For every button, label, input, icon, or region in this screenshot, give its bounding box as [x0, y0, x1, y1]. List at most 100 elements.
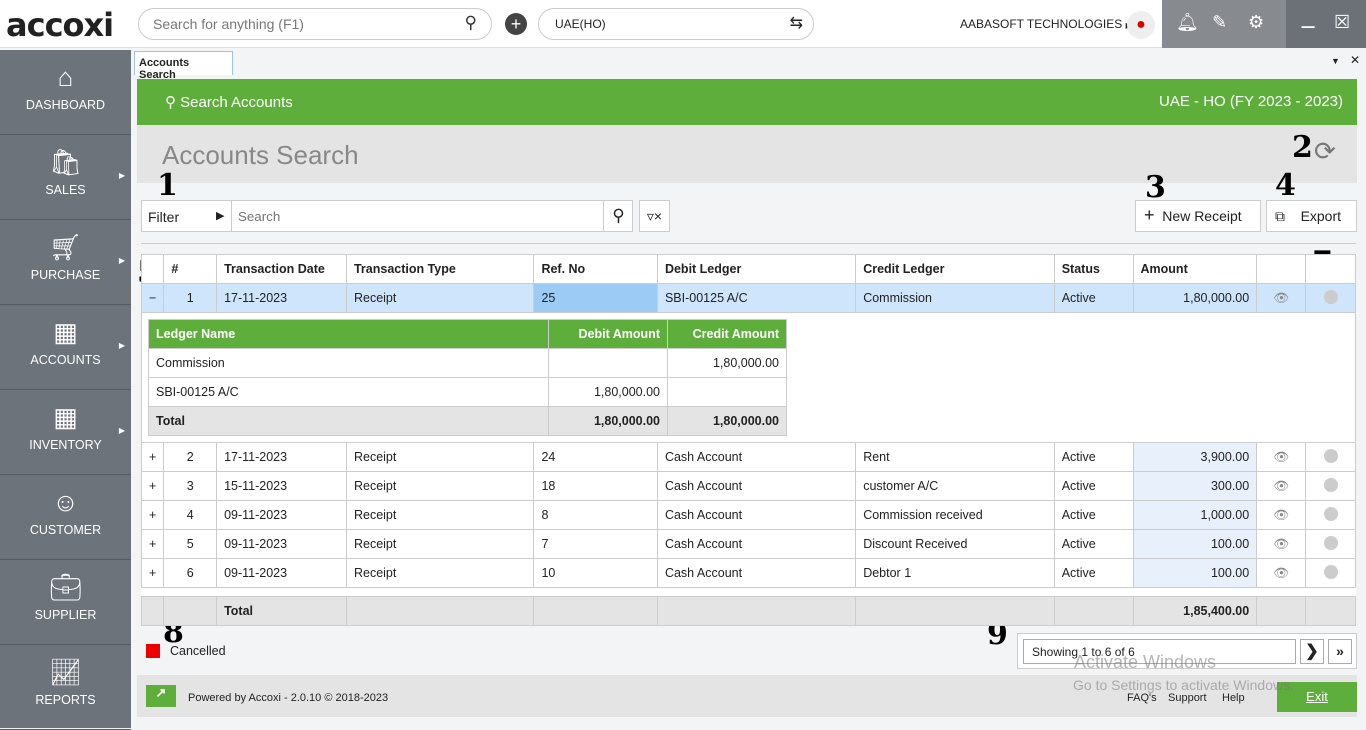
next-page-icon[interactable]: ❯: [1300, 639, 1324, 664]
col-debit[interactable]: Debit Ledger: [656, 254, 857, 284]
eye-icon[interactable]: 👁︎: [1256, 558, 1307, 588]
table-row[interactable]: + 5 09-11-2023 Receipt 7 Cash Account Disco…: [140, 529, 1356, 559]
menu-icon[interactable]: [1305, 500, 1356, 530]
amount: 300.00: [1132, 471, 1258, 501]
table-row[interactable]: − 1 17-11-2023 Receipt 25 SBI-00125 A/C Com…: [140, 283, 1356, 313]
bell-icon[interactable]: 🔔︎: [1176, 12, 1199, 32]
eye-icon[interactable]: 👁︎: [1256, 442, 1307, 472]
menu-icon[interactable]: [1305, 442, 1356, 472]
gear-icon[interactable]: ⚙: [1248, 12, 1265, 32]
header-bar: ⚲ Search Accounts UAE - HO (FY 2023 - 20…: [137, 79, 1357, 125]
search-accounts-label: Search Accounts: [180, 94, 293, 111]
col-status[interactable]: Status: [1053, 254, 1134, 284]
filter-dropdown[interactable]: Filter ▶: [148, 209, 224, 225]
sidebar-item-accounts[interactable]: ▦ ACCOUNTS ▶: [0, 305, 131, 390]
status: Active: [1053, 500, 1134, 530]
tab-dropdown-icon[interactable]: ▼: [1331, 56, 1340, 66]
sidebar-item-purchase[interactable]: 🛒︎ PURCHASE ▶: [0, 220, 131, 305]
ledger-row: Commission 1,80,000.00: [148, 348, 787, 378]
amount: 100.00: [1132, 558, 1258, 588]
cancelled-legend: Cancelled: [170, 644, 226, 658]
close-window-icon[interactable]: ☒: [1334, 12, 1351, 32]
sidebar-item-dashboard[interactable]: ⌂ DASHBOARD: [0, 50, 131, 135]
help-link[interactable]: Help: [1222, 692, 1245, 704]
expand-icon[interactable]: +: [140, 442, 165, 472]
total-credit: 1,80,000.00: [667, 406, 787, 436]
menu-icon[interactable]: [1305, 471, 1356, 501]
blank: [140, 596, 165, 626]
table-row[interactable]: + 4 09-11-2023 Receipt 8 Cash Account Commi…: [140, 500, 1356, 530]
menu-icon[interactable]: [1305, 529, 1356, 559]
company-menu[interactable]: AABASOFT TECHNOLOGIES ▶: [960, 17, 1132, 31]
eye-icon[interactable]: 👁︎: [1256, 471, 1307, 501]
search-icon[interactable]: ⚲: [464, 13, 477, 32]
search-accounts-link[interactable]: ⚲ Search Accounts: [165, 93, 293, 111]
ref-no: 18: [533, 471, 658, 501]
user-icon: ☺: [52, 487, 79, 517]
menu-icon[interactable]: [1305, 558, 1356, 588]
sidebar-label: ACCOUNTS: [30, 353, 101, 367]
sidebar-item-inventory[interactable]: ▦ INVENTORY ▶: [0, 390, 131, 475]
eye-icon[interactable]: 👁︎: [1256, 500, 1307, 530]
collapse-icon[interactable]: −: [140, 283, 165, 313]
eye-icon[interactable]: 👁︎: [1256, 283, 1307, 313]
amount: 1,80,000.00: [1132, 283, 1258, 313]
message-icon[interactable]: ✎: [1212, 12, 1228, 32]
clear-filter-icon[interactable]: ▿×: [639, 200, 670, 232]
col-amount[interactable]: Amount: [1132, 254, 1258, 284]
close-tab-icon[interactable]: ✕: [1350, 53, 1361, 67]
search-input[interactable]: [231, 201, 603, 231]
sidebar-item-sales[interactable]: 🛍︎ SALES ▶: [0, 135, 131, 220]
faq-link[interactable]: FAQ's: [1127, 692, 1157, 704]
sidebar-label: INVENTORY: [29, 438, 102, 452]
branch-name: UAE(HO): [555, 17, 606, 31]
sidebar-item-reports[interactable]: 📈︎ REPORTS: [0, 645, 131, 730]
user-avatar[interactable]: ●: [1127, 11, 1155, 39]
support-link[interactable]: Support: [1168, 692, 1207, 704]
sidebar-item-customer[interactable]: ☺ CUSTOMER: [0, 475, 131, 560]
status: Active: [1053, 283, 1134, 313]
grand-total: 1,85,400.00: [1132, 596, 1258, 626]
eye-icon[interactable]: 👁︎: [1256, 529, 1307, 559]
sidebar-label: SALES: [45, 183, 86, 197]
col-number[interactable]: #: [163, 254, 218, 284]
page-title: Accounts Search: [162, 140, 359, 170]
menu-icon[interactable]: [1305, 283, 1356, 313]
col-view: [1256, 254, 1307, 284]
sidebar-item-supplier[interactable]: 💼︎ SUPPLIER: [0, 560, 131, 645]
col-ref[interactable]: Ref. No: [533, 254, 658, 284]
row-number: 2: [163, 442, 218, 472]
add-icon[interactable]: +: [505, 13, 527, 35]
last-page-icon[interactable]: »: [1328, 639, 1352, 664]
minimize-icon[interactable]: ⚊: [1300, 12, 1317, 32]
cart-icon: 🛒︎: [48, 232, 82, 262]
total-label: Total: [216, 596, 347, 626]
debit-ledger: SBI-00125 A/C: [656, 283, 857, 313]
new-receipt-label: New Receipt: [1162, 208, 1242, 224]
col-credit[interactable]: Credit Ledger: [855, 254, 1055, 284]
expand-icon[interactable]: +: [140, 529, 165, 559]
table-row[interactable]: + 3 15-11-2023 Receipt 18 Cash Account cust…: [140, 471, 1356, 501]
branch-selector[interactable]: UAE(HO) ⇆: [538, 8, 814, 40]
tab-accounts-search[interactable]: Accounts Search: [134, 51, 233, 81]
col-date[interactable]: Transaction Date: [216, 254, 347, 284]
new-receipt-button[interactable]: + New Receipt: [1135, 200, 1261, 232]
exit-button[interactable]: Exit: [1277, 682, 1357, 712]
switch-icon[interactable]: ⇆: [789, 15, 803, 32]
accoxi-mini-logo: ↗: [146, 685, 176, 707]
amount: 3,900.00: [1132, 442, 1258, 472]
table-row[interactable]: + 6 09-11-2023 Receipt 10 Cash Account Debt…: [140, 558, 1356, 588]
transaction-type: Receipt: [345, 558, 535, 588]
expand-icon[interactable]: +: [140, 471, 165, 501]
export-button[interactable]: ⧉ Export: [1266, 200, 1357, 232]
global-search-input[interactable]: Search for anything (F1) ⚲: [138, 8, 492, 40]
search-icon[interactable]: ⚲: [603, 201, 633, 231]
search-icon: ⚲: [165, 94, 176, 111]
expand-icon[interactable]: +: [140, 558, 165, 588]
sidebar-label: DASHBOARD: [25, 98, 106, 112]
refresh-icon[interactable]: ⟳: [1314, 136, 1336, 166]
col-type[interactable]: Transaction Type: [345, 254, 535, 284]
table-row[interactable]: + 2 17-11-2023 Receipt 24 Cash Account Rent…: [140, 442, 1356, 472]
expand-icon[interactable]: +: [140, 500, 165, 530]
activate-windows-hint: Go to Settings to activate Windows.: [1073, 677, 1294, 693]
